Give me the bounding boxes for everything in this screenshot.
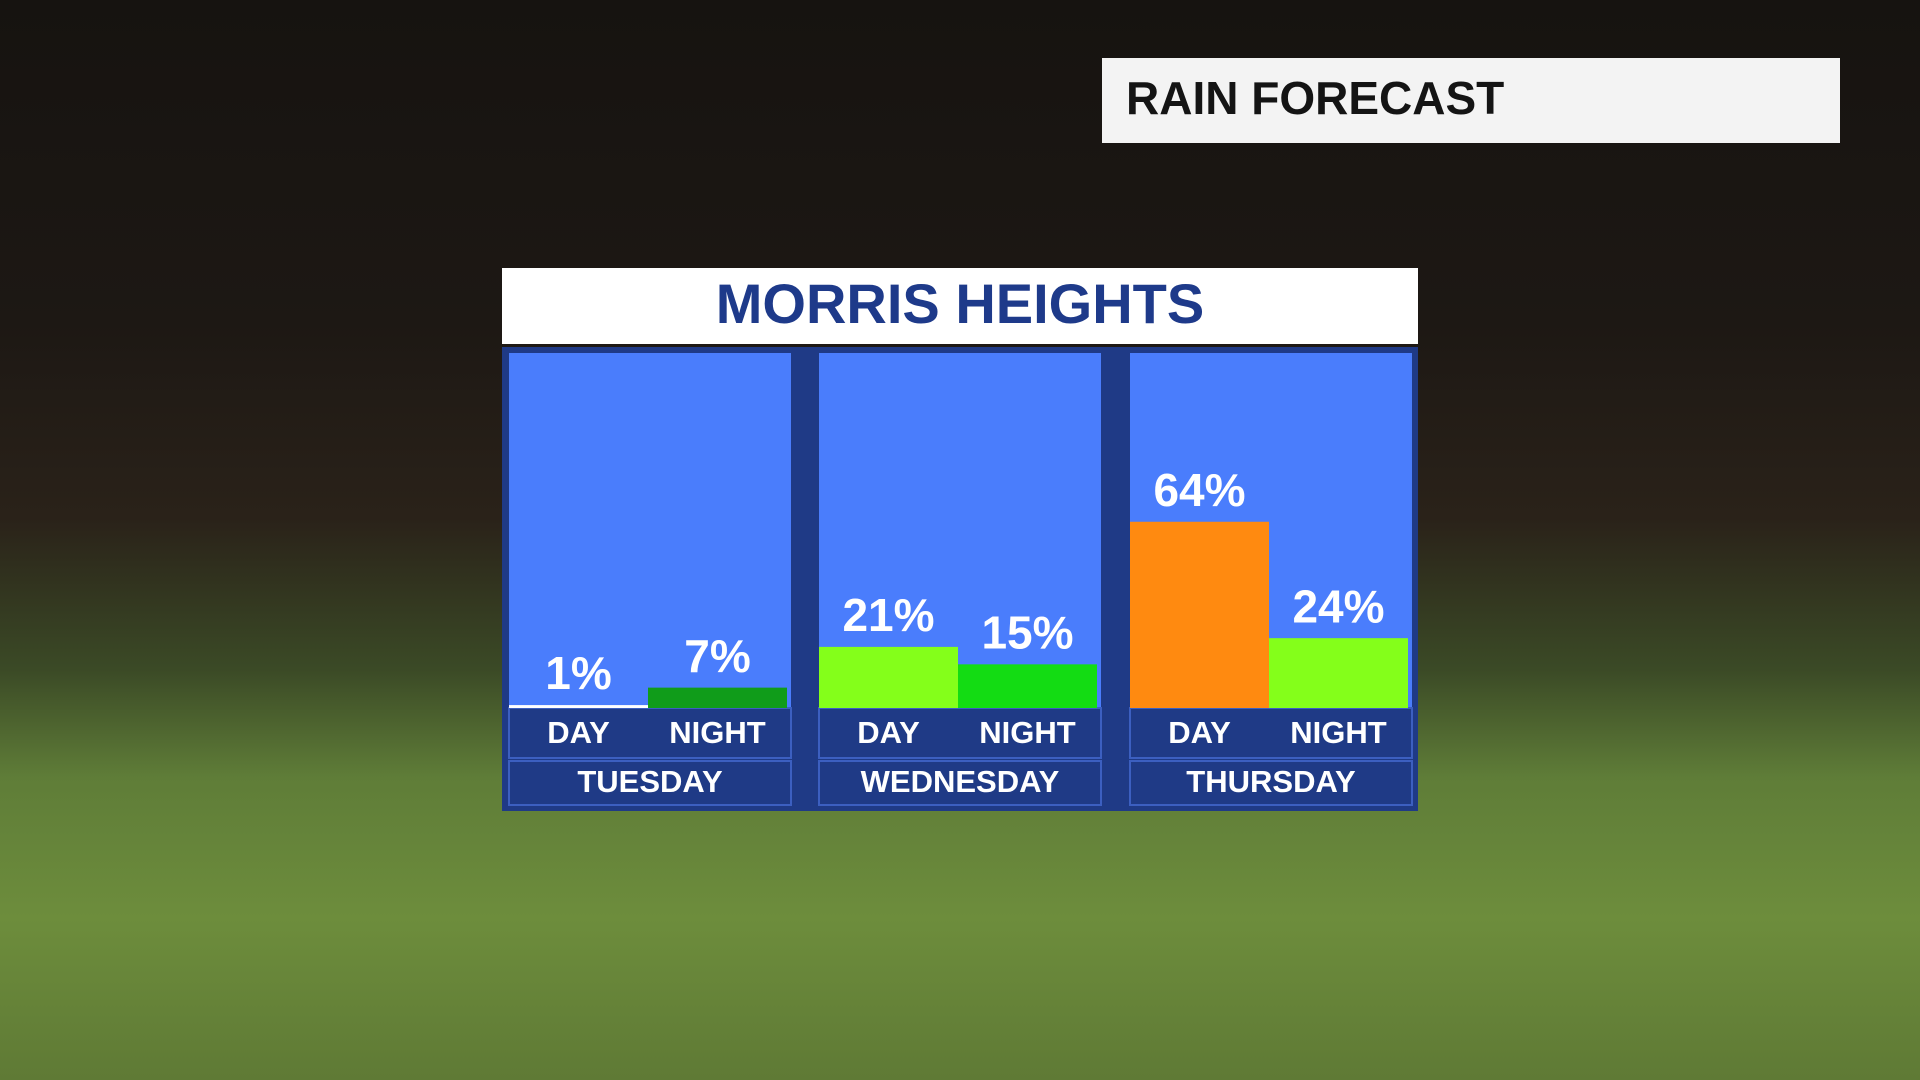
bar bbox=[509, 705, 648, 708]
category-label: DAY bbox=[547, 715, 610, 750]
day-name: TUESDAY bbox=[577, 764, 723, 799]
title-box bbox=[502, 268, 1418, 344]
category-label: NIGHT bbox=[669, 715, 766, 750]
bar bbox=[819, 646, 958, 708]
bar bbox=[1269, 638, 1408, 708]
chart-title: MORRIS HEIGHTS bbox=[716, 272, 1204, 335]
value-label: 1% bbox=[545, 647, 611, 699]
panel bbox=[509, 353, 791, 708]
header-box bbox=[1102, 58, 1840, 143]
value-label: 24% bbox=[1292, 580, 1384, 632]
label-row bbox=[1129, 707, 1413, 759]
day-row bbox=[818, 760, 1102, 806]
category-label: NIGHT bbox=[979, 715, 1076, 750]
value-label: 7% bbox=[684, 630, 750, 682]
day-name: WEDNESDAY bbox=[861, 764, 1060, 799]
value-label: 21% bbox=[842, 589, 934, 641]
header: RAIN FORECAST bbox=[1126, 72, 1504, 124]
category-label: DAY bbox=[857, 715, 920, 750]
bar bbox=[958, 664, 1097, 708]
day-name: THURSDAY bbox=[1186, 764, 1356, 799]
category-label: DAY bbox=[1168, 715, 1231, 750]
bar bbox=[1130, 521, 1269, 708]
category-label: NIGHT bbox=[1290, 715, 1387, 750]
bar bbox=[648, 687, 787, 708]
value-label: 15% bbox=[981, 607, 1073, 659]
value-label: 64% bbox=[1153, 464, 1245, 516]
day-row bbox=[1129, 760, 1413, 806]
label-row bbox=[508, 707, 792, 759]
label-row bbox=[818, 707, 1102, 759]
day-row bbox=[508, 760, 792, 806]
